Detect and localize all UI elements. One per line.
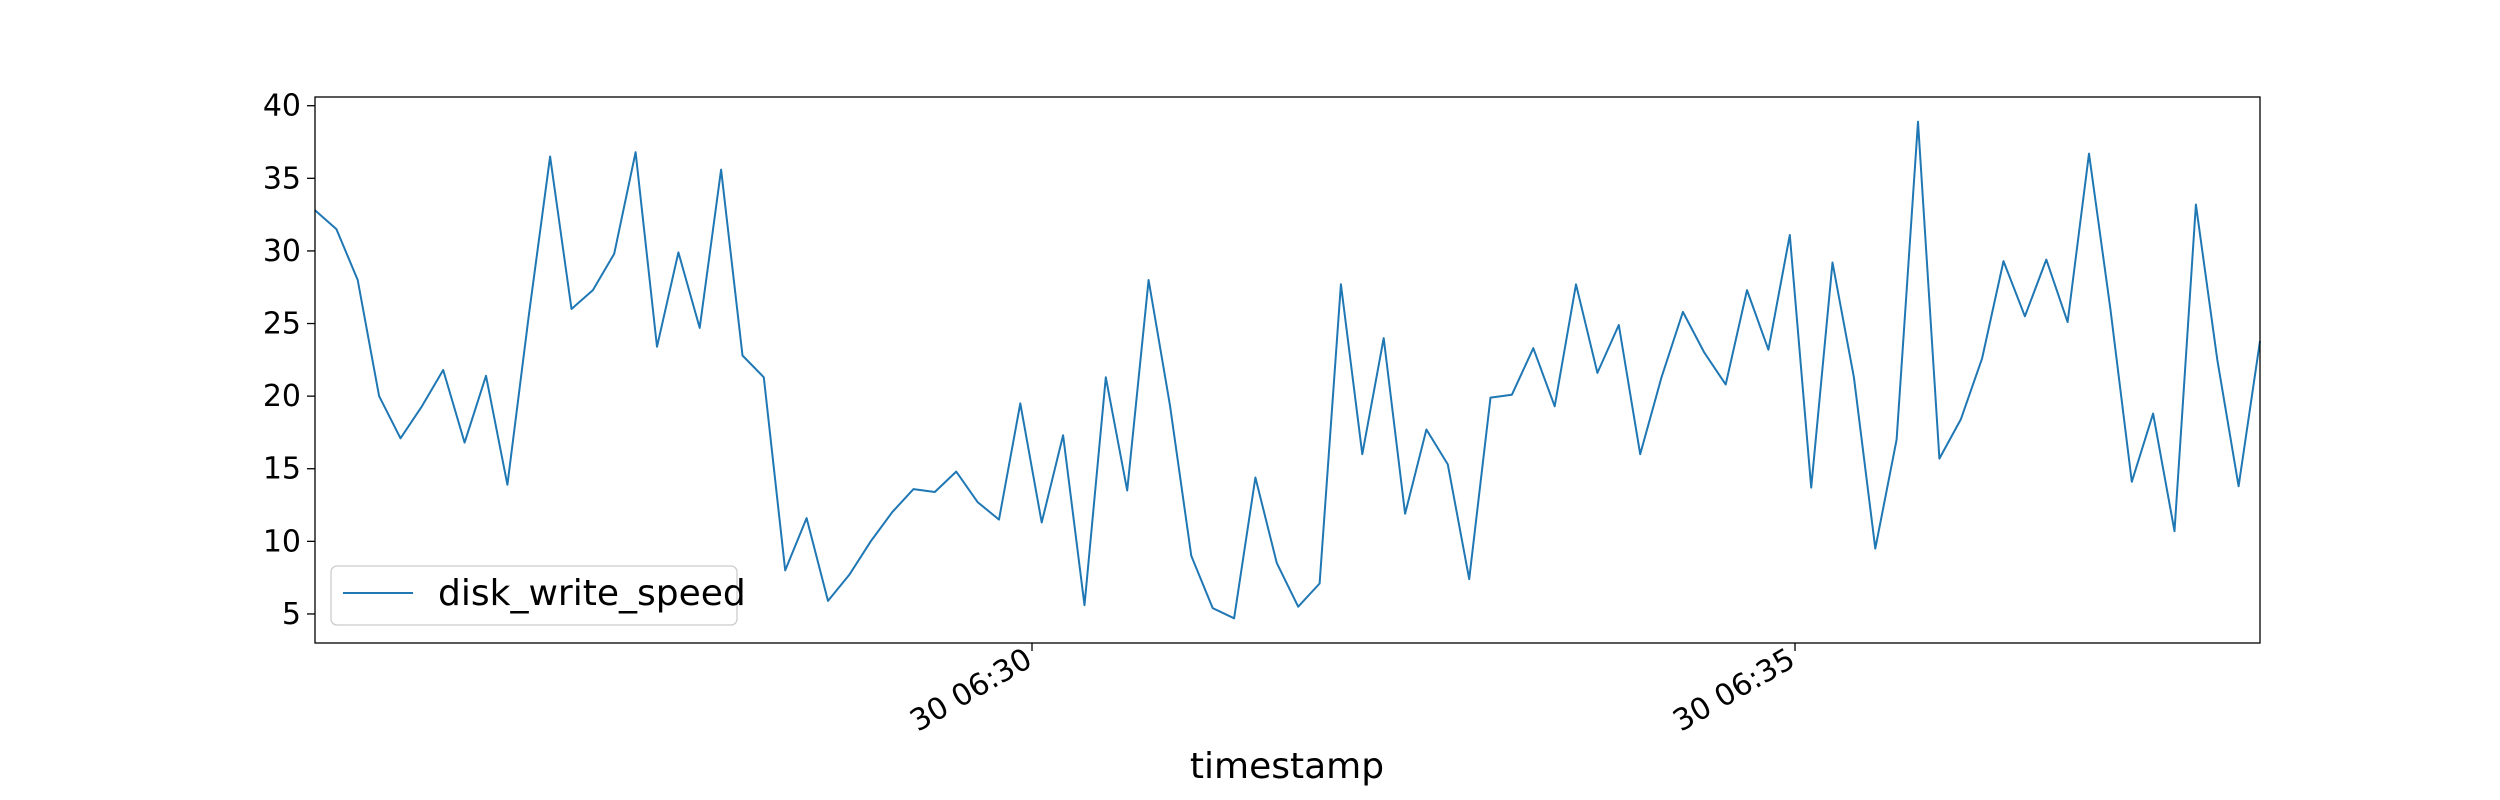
y-tick-label: 5 bbox=[282, 597, 301, 632]
legend: disk_write_speed bbox=[330, 565, 746, 626]
legend-box bbox=[330, 565, 738, 626]
axes-frame bbox=[314, 96, 2261, 644]
series-line-disk-write-speed bbox=[314, 120, 2261, 620]
x-axis-title: timestamp bbox=[1190, 746, 1384, 787]
y-tick-label: 35 bbox=[263, 161, 301, 196]
y-tick-label: 40 bbox=[263, 89, 301, 124]
series-line-layer bbox=[314, 120, 2261, 620]
y-axis: 5 10 15 20 25 30 35 40 bbox=[263, 89, 315, 632]
y-tick-label: 20 bbox=[263, 379, 301, 414]
plot-area bbox=[314, 96, 2261, 644]
y-tick-label: 15 bbox=[263, 452, 301, 487]
y-tick-label: 25 bbox=[263, 307, 301, 342]
legend-label-disk-write-speed: disk_write_speed bbox=[438, 573, 746, 614]
y-tick-label: 30 bbox=[263, 234, 301, 269]
y-tick-label: 10 bbox=[263, 524, 301, 559]
